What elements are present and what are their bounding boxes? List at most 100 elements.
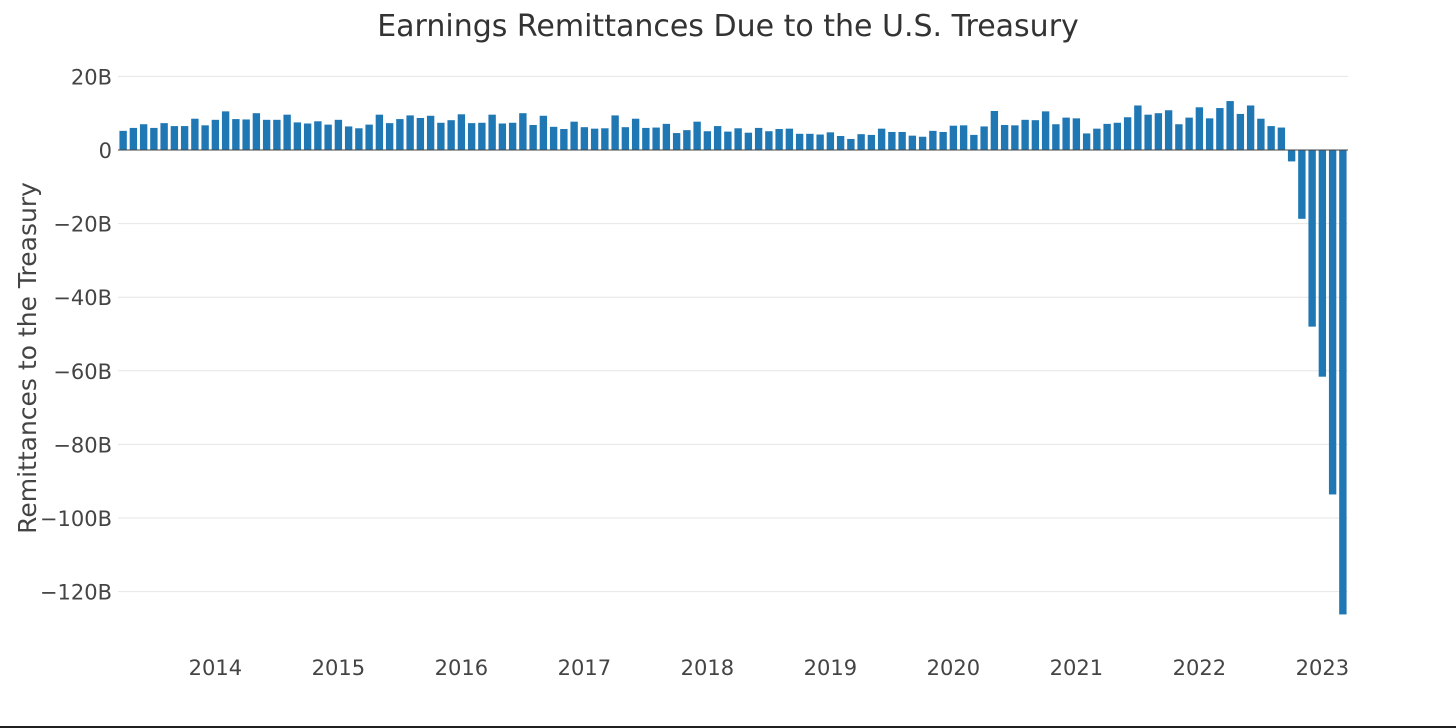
x-tick-label: 2021 — [1050, 656, 1103, 680]
bar — [467, 123, 476, 150]
bar — [1246, 105, 1255, 150]
bar — [1000, 124, 1009, 150]
bar — [1144, 114, 1152, 150]
bar — [1185, 117, 1193, 150]
bar — [1164, 110, 1173, 150]
bar — [160, 123, 168, 150]
x-tick-label: 2023 — [1296, 656, 1349, 680]
chart-title: Earnings Remittances Due to the U.S. Tre… — [377, 9, 1079, 44]
y-tick-label: −40B — [53, 286, 112, 310]
x-tick-label: 2014 — [189, 656, 242, 680]
bar — [1082, 133, 1091, 150]
bar — [406, 115, 414, 150]
bar — [303, 123, 312, 150]
bar — [426, 115, 435, 150]
bar — [724, 131, 732, 150]
bar — [713, 126, 722, 150]
bar — [314, 121, 322, 150]
bar — [836, 136, 845, 150]
y-axis-tick-labels: 20B 0 −20B −40B −60B −80B −100B −120B — [40, 65, 112, 604]
bar — [498, 123, 507, 150]
x-tick-label: 2022 — [1173, 656, 1226, 680]
bar — [1031, 120, 1040, 150]
bar — [324, 124, 332, 150]
bar — [775, 129, 783, 150]
bar — [232, 119, 240, 150]
bar — [816, 134, 824, 150]
bar — [1041, 111, 1050, 150]
bar — [1257, 118, 1265, 150]
bar — [1236, 113, 1245, 150]
bar — [519, 113, 527, 150]
x-tick-label: 2018 — [681, 656, 734, 680]
bar — [765, 131, 773, 150]
bar — [119, 130, 127, 150]
bar — [293, 122, 302, 150]
bar — [385, 123, 394, 150]
x-tick-label: 2020 — [927, 656, 980, 680]
bar — [447, 120, 455, 150]
bar — [1226, 101, 1234, 150]
y-tick-label: −100B — [40, 507, 112, 531]
bar — [1195, 107, 1204, 150]
bar — [1175, 124, 1183, 150]
bar — [929, 130, 937, 150]
bar — [1267, 126, 1275, 150]
y-tick-label: 0 — [99, 139, 112, 163]
bar — [201, 125, 209, 150]
bar — [1205, 118, 1214, 150]
bar — [549, 126, 558, 150]
bar — [529, 124, 537, 150]
bar — [1287, 150, 1296, 162]
bar — [478, 122, 486, 150]
bar — [139, 124, 148, 150]
y-tick-label: −60B — [53, 360, 112, 384]
bar — [170, 126, 179, 150]
bar — [1113, 122, 1122, 150]
bar — [262, 119, 271, 150]
bar — [488, 114, 496, 150]
bar — [1328, 150, 1337, 495]
bar — [180, 126, 189, 150]
bar — [908, 135, 917, 150]
bar — [1021, 119, 1029, 150]
bar — [847, 138, 855, 150]
bar — [150, 127, 158, 150]
bar — [990, 110, 999, 150]
bar — [631, 118, 640, 150]
x-tick-label: 2019 — [804, 656, 857, 680]
bar — [375, 114, 384, 150]
bar — [611, 115, 619, 150]
bar — [539, 115, 548, 150]
y-axis-title: Remittances to the Treasury — [13, 182, 42, 534]
bar — [283, 114, 291, 150]
bar — [744, 132, 753, 150]
bar — [754, 127, 763, 150]
bar — [1277, 127, 1286, 150]
bar — [898, 131, 906, 150]
y-tick-label: −20B — [53, 213, 112, 237]
bar — [980, 126, 988, 150]
bar — [806, 133, 814, 150]
x-tick-label: 2015 — [312, 656, 365, 680]
bar — [365, 124, 373, 150]
y-tick-label: 20B — [71, 65, 112, 89]
bar — [1123, 117, 1132, 150]
bar — [734, 128, 742, 150]
bar — [1134, 105, 1142, 150]
bar — [221, 111, 230, 150]
bar — [970, 134, 978, 150]
bar — [1216, 108, 1224, 150]
bar — [355, 128, 363, 150]
bar-series — [119, 101, 1347, 615]
bar — [1052, 124, 1060, 150]
bar — [785, 128, 794, 150]
x-tick-label: 2016 — [435, 656, 488, 680]
bar — [672, 133, 681, 150]
bar — [652, 127, 660, 150]
bar — [857, 134, 865, 150]
bar — [560, 129, 568, 150]
y-tick-label: −80B — [53, 433, 112, 457]
bar — [1298, 150, 1306, 219]
